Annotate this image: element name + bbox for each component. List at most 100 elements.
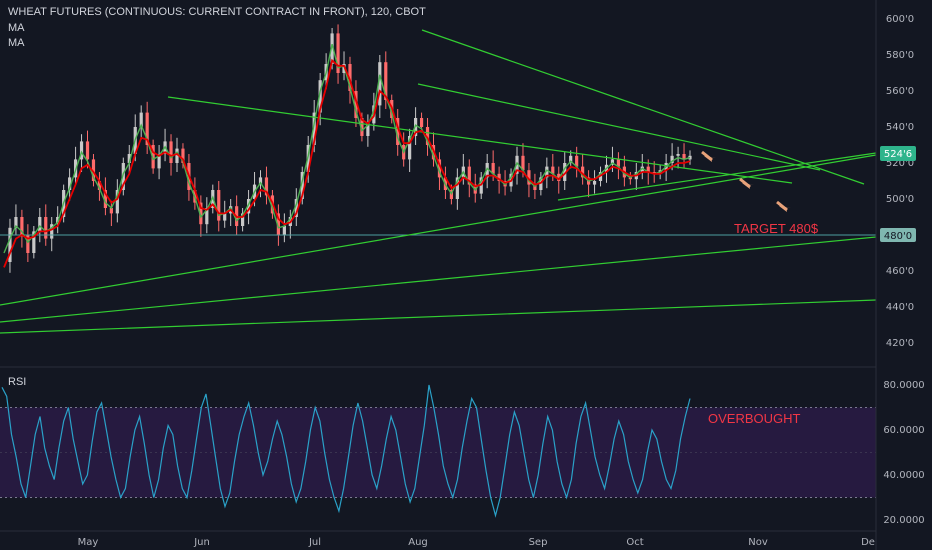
down-arrow-shaft (739, 177, 751, 189)
target-level-badge: 480'0 (880, 228, 916, 242)
candle-body (396, 118, 400, 145)
trendline (0, 154, 877, 306)
y-tick-label: 500'0 (886, 194, 914, 205)
candle-body (300, 172, 304, 199)
y-tick-label: 600'0 (886, 14, 914, 25)
candle-body (360, 118, 364, 136)
candle-body (545, 166, 549, 178)
candle-body (354, 91, 358, 118)
candle-body (616, 159, 621, 167)
candle-body (103, 190, 108, 208)
x-tick-label: Nov (748, 537, 768, 548)
candle-body (151, 145, 155, 169)
candle-body (79, 141, 84, 160)
candle-body (378, 62, 382, 106)
candle-body (85, 141, 90, 160)
candle-body (515, 155, 519, 174)
trendline (417, 83, 821, 171)
candle-body (258, 177, 263, 185)
candle-body (109, 208, 113, 214)
last-price-badge: 524'6 (880, 146, 916, 161)
candle-body (330, 33, 334, 64)
y-tick-label: 580'0 (886, 50, 914, 61)
y-tick-label: 440'0 (886, 302, 914, 313)
trendlines (0, 29, 877, 334)
candle-body (455, 177, 459, 199)
candle-body (127, 154, 131, 163)
candle-body (521, 155, 525, 171)
candle-body (181, 148, 185, 163)
candle-body (38, 217, 42, 232)
candle-body (91, 159, 96, 181)
candle-body (408, 136, 412, 160)
rsi-title[interactable]: RSI (8, 376, 27, 388)
x-tick-label: Jun (193, 537, 210, 548)
candle-body (336, 33, 340, 73)
candle-body (491, 163, 495, 174)
rsi-series (1, 384, 691, 518)
candle-body (264, 177, 269, 196)
ma-fast-line (3, 44, 691, 254)
x-tick-label: May (78, 537, 99, 548)
candle-body (68, 177, 72, 190)
candle-body (485, 163, 489, 178)
candle-body (97, 181, 102, 190)
last-price-value: 524'6 (884, 149, 912, 160)
candle-body (312, 112, 316, 145)
candle-body (348, 64, 352, 91)
candle-body (575, 155, 579, 167)
candle-body (139, 112, 143, 127)
y-tick-label: 460'0 (886, 266, 914, 277)
candle-body (217, 190, 221, 221)
trendline (0, 236, 877, 323)
x-tick-label: De (861, 537, 875, 548)
candle-body (32, 231, 36, 253)
candle-body (682, 154, 686, 160)
candle-body (628, 177, 632, 180)
x-tick-label: Aug (408, 537, 428, 548)
candle-body (294, 199, 298, 217)
rsi-line (1, 384, 691, 518)
candle-body (581, 166, 585, 178)
candle-body (26, 235, 30, 253)
rsi-y-tick-label: 40.0000 (883, 470, 924, 481)
candle-body (50, 224, 54, 239)
x-tick-label: Jul (308, 537, 321, 548)
chart-title: WHEAT FUTURES (CONTINUOUS: CURRENT CONTR… (8, 6, 426, 18)
candle-body (419, 118, 424, 127)
candle-body (276, 213, 280, 235)
candle-body (384, 62, 388, 100)
candle-body (610, 159, 615, 165)
x-tick-label: Sep (529, 537, 548, 548)
y-tick-label: 520'0 (886, 158, 914, 169)
candle-body (282, 226, 286, 235)
candle-body (115, 190, 119, 214)
candle-body (497, 173, 501, 181)
ma-indicator-2[interactable]: MA (8, 37, 25, 49)
candle-body (14, 217, 18, 228)
rsi-y-tick-label: 80.0000 (883, 380, 924, 391)
candle-body (563, 163, 567, 181)
trendline (557, 152, 877, 201)
candle-body (157, 154, 161, 169)
candle-body (676, 154, 680, 156)
candles (8, 24, 692, 273)
target-level-value: 480'0 (884, 231, 912, 242)
down-arrow-shaft (701, 150, 713, 162)
candle-body (145, 112, 149, 145)
y-tick-label: 420'0 (886, 338, 914, 349)
candle-body (223, 213, 227, 221)
x-tick-label: Oct (626, 537, 643, 548)
down-arrow-shaft (776, 200, 788, 212)
candle-body (551, 166, 555, 174)
candle-body (670, 155, 674, 163)
ma-indicator-1[interactable]: MA (8, 22, 25, 34)
candle-body (121, 163, 125, 190)
candle-body (646, 166, 650, 172)
candle-body (342, 64, 346, 73)
overbought-label: OVERBOUGHT (708, 411, 801, 426)
rsi-y-tick-label: 60.0000 (883, 425, 924, 436)
candle-body (467, 166, 471, 185)
